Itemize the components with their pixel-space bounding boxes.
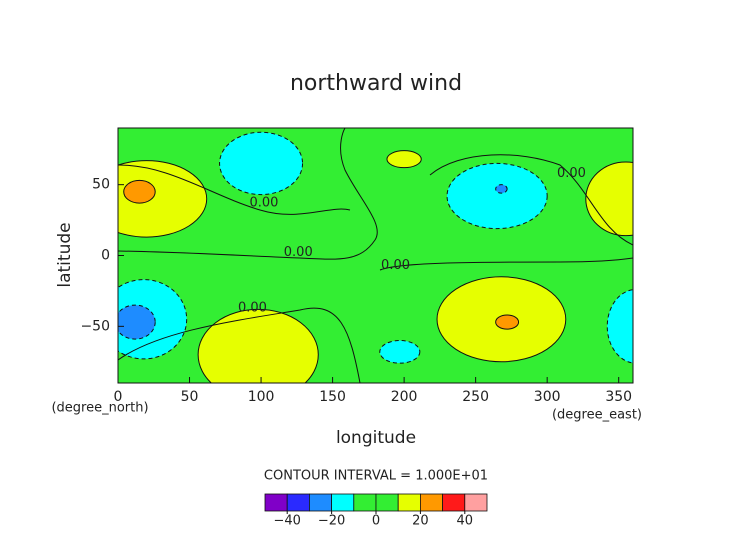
x-tick-label: 100 [248, 389, 275, 405]
plot-area [118, 128, 633, 383]
x-tick-label: 0 [114, 389, 123, 405]
x-unit: (degree_east) [552, 408, 642, 423]
y-tick-label: −50 [80, 318, 110, 334]
zero-contour [379, 257, 633, 271]
zero-contour [118, 164, 351, 215]
x-tick-label: 150 [319, 389, 346, 405]
y-unit: (degree_north) [51, 401, 148, 416]
contour-lines: 0.00 0.00 0.00 0.00 0.00 [118, 128, 633, 383]
contour-region [446, 162, 548, 230]
zero-contour [118, 307, 361, 383]
contour-region [197, 308, 319, 383]
colorbar-swatch [375, 493, 399, 512]
y-tick-label: 50 [92, 177, 110, 193]
contour-label: 0.00 [249, 196, 278, 211]
contour-region [495, 314, 520, 330]
colorbar-swatch [264, 493, 288, 512]
x-tick-label: 50 [181, 389, 199, 405]
colorbar-tick-label: −40 [273, 514, 300, 529]
background-field [118, 128, 633, 383]
colorbar-swatch [308, 493, 332, 512]
contour-region [606, 289, 633, 364]
zero-contour [429, 154, 633, 246]
colorbar-swatch [419, 493, 443, 512]
x-tick-label: 250 [462, 389, 489, 405]
colorbar-swatch [331, 493, 355, 512]
contour-label: 0.00 [284, 245, 313, 260]
colorbar-tick-label: 20 [412, 514, 429, 529]
colorbar-tick-label: 40 [457, 514, 474, 529]
contour-region [386, 150, 422, 169]
colorbar-swatch [442, 493, 466, 512]
x-axis-label: longitude [336, 428, 416, 448]
contour-region [495, 184, 508, 194]
contour-label: 0.00 [557, 166, 586, 181]
x-tick-label: 300 [534, 389, 561, 405]
contour-region [219, 131, 304, 196]
colorbar-swatch [286, 493, 310, 512]
colorbar-tick-label: 0 [372, 514, 380, 529]
zero-contour [118, 128, 378, 260]
colorbar-title: CONTOUR INTERVAL = 1.000E+01 [264, 469, 488, 484]
x-tick-label: 200 [391, 389, 418, 405]
y-axis-label: latitude [55, 222, 75, 287]
contour-label: 0.00 [381, 258, 410, 273]
colorbar-swatch [353, 493, 377, 512]
colorbar-swatch [464, 493, 488, 512]
chart-title: northward wind [290, 71, 462, 96]
y-tick-label: 0 [101, 248, 110, 264]
contour-label: 0.00 [238, 300, 267, 315]
colorbar-tick-label: −20 [318, 514, 345, 529]
contour-region [123, 179, 156, 204]
contour-region [379, 340, 421, 364]
x-tick-label: 350 [605, 389, 632, 405]
contour-region [585, 161, 633, 237]
colorbar-swatch [397, 493, 421, 512]
contour-region [118, 304, 156, 340]
